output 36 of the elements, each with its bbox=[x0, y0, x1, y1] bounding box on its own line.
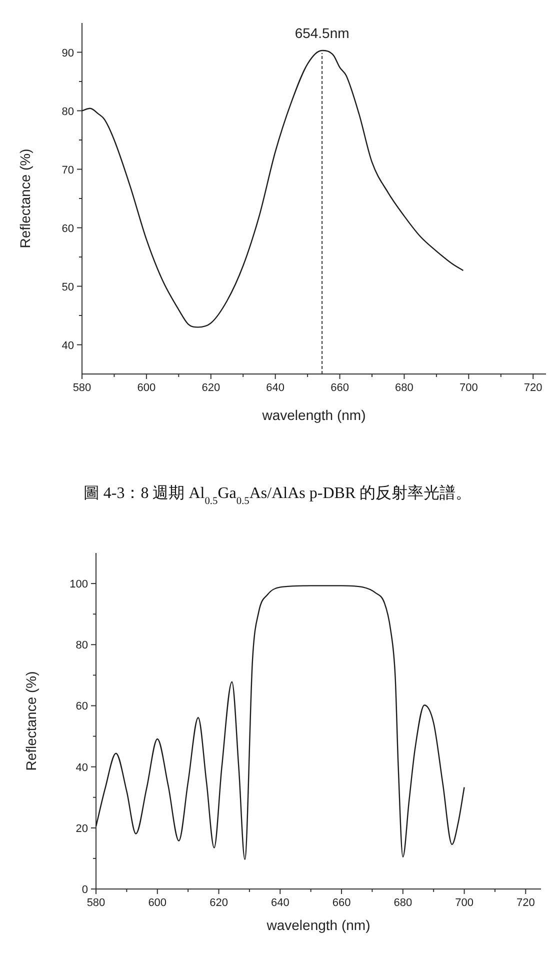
x-tick-label: 720 bbox=[516, 897, 535, 909]
y-tick-label: 90 bbox=[62, 47, 74, 60]
x-tick-label: 700 bbox=[455, 897, 474, 909]
y-tick-label: 100 bbox=[70, 578, 88, 591]
ref-line-label: 654.5nm bbox=[294, 25, 350, 41]
x-tick-label: 620 bbox=[210, 897, 228, 909]
x-tick-label: 720 bbox=[524, 382, 542, 394]
x-tick-label: 640 bbox=[266, 382, 285, 394]
x-tick-label: 660 bbox=[332, 897, 351, 909]
x-axis-title: wavelength (nm) bbox=[261, 407, 366, 423]
x-tick-label: 680 bbox=[395, 382, 414, 394]
y-tick-label: 40 bbox=[62, 340, 74, 352]
x-tick-label: 640 bbox=[270, 897, 290, 909]
y-tick-label: 80 bbox=[76, 640, 88, 652]
y-axis-title: Reflectance (%) bbox=[17, 148, 33, 248]
y-tick-label: 0 bbox=[82, 884, 88, 896]
y-tick-label: 60 bbox=[62, 222, 74, 235]
y-tick-label: 60 bbox=[76, 700, 88, 713]
line-series bbox=[81, 50, 464, 328]
x-tick-label: 580 bbox=[72, 382, 92, 394]
x-tick-label: 660 bbox=[330, 382, 349, 394]
y-axis-title: Reflectance (%) bbox=[23, 671, 39, 771]
x-tick-label: 600 bbox=[137, 382, 156, 394]
x-tick-label: 620 bbox=[202, 382, 220, 394]
x-tick-label: 700 bbox=[459, 382, 478, 394]
x-tick-label: 580 bbox=[86, 897, 106, 909]
line-series bbox=[95, 585, 465, 860]
x-tick-label: 600 bbox=[148, 897, 167, 909]
y-tick-label: 50 bbox=[62, 281, 74, 294]
caption: 圖 4-3：8 週期 Al$_{0.5}$Ga$_{0.5}$As/AlAs p-DBR 的反射率光譜。 bbox=[83, 484, 472, 506]
y-tick-label: 20 bbox=[76, 822, 88, 835]
x-tick-label: 680 bbox=[394, 897, 412, 909]
y-tick-label: 70 bbox=[62, 164, 74, 176]
y-tick-label: 40 bbox=[76, 762, 88, 774]
y-tick-label: 80 bbox=[62, 106, 74, 118]
x-axis-title: wavelength (nm) bbox=[266, 917, 370, 933]
